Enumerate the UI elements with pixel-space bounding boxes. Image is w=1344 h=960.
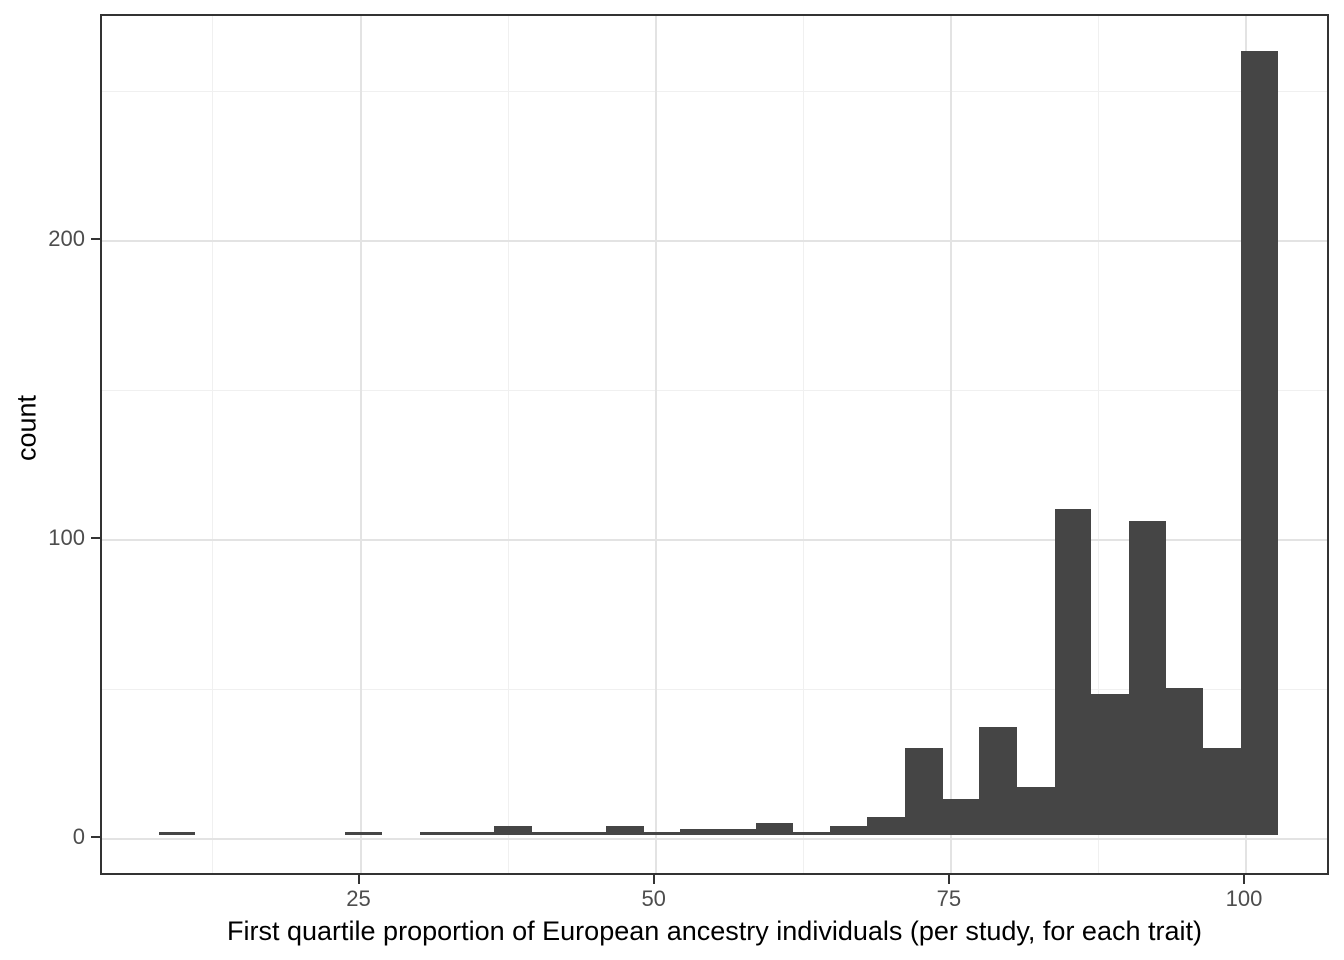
x-minor-gridline bbox=[212, 16, 214, 873]
x-tick-label: 75 bbox=[936, 886, 962, 911]
histogram-bar bbox=[904, 748, 943, 835]
histogram-bar bbox=[942, 798, 980, 835]
x-minor-gridline bbox=[507, 16, 509, 873]
x-tick-label: 100 bbox=[1225, 886, 1263, 911]
histogram-bar bbox=[531, 831, 569, 835]
histogram-bar bbox=[158, 831, 196, 835]
histogram-bar bbox=[979, 727, 1017, 835]
x-major-gridline bbox=[654, 16, 657, 873]
histogram-bar bbox=[1054, 508, 1092, 835]
y-minor-gridline bbox=[102, 688, 1327, 690]
histogram-bar bbox=[1241, 51, 1278, 835]
y-major-gridline bbox=[102, 538, 1327, 541]
histogram-bar bbox=[792, 831, 831, 835]
histogram-bar bbox=[718, 828, 757, 835]
x-minor-gridline bbox=[1097, 16, 1099, 873]
histogram-bar bbox=[419, 831, 458, 835]
histogram-bar bbox=[1091, 694, 1130, 835]
y-tick-mark bbox=[91, 237, 100, 240]
x-major-gridline bbox=[949, 16, 952, 873]
histogram-bar bbox=[680, 828, 719, 835]
histogram-bar bbox=[457, 831, 494, 835]
x-tick-mark bbox=[1242, 875, 1245, 884]
histogram-bar bbox=[756, 822, 793, 835]
x-minor-gridline bbox=[802, 16, 804, 873]
y-major-gridline bbox=[102, 239, 1327, 242]
x-tick-mark bbox=[652, 875, 655, 884]
histogram-bar bbox=[606, 825, 644, 835]
x-tick-mark bbox=[947, 875, 950, 884]
y-tick-label: 0 bbox=[72, 823, 85, 849]
bars-layer bbox=[102, 16, 1327, 873]
x-tick-mark bbox=[357, 875, 360, 884]
plot-panel bbox=[100, 14, 1329, 875]
y-tick-mark bbox=[91, 536, 100, 539]
y-tick-label: 100 bbox=[48, 524, 85, 550]
x-major-gridline bbox=[359, 16, 362, 873]
histogram-bar bbox=[1016, 786, 1055, 835]
x-tick-label: 50 bbox=[641, 886, 666, 911]
y-tick-label: 200 bbox=[48, 225, 85, 251]
histogram-bar bbox=[1129, 520, 1166, 835]
histogram-bar bbox=[568, 831, 607, 835]
x-axis-title: First quartile proportion of European an… bbox=[227, 916, 1202, 946]
histogram-bar bbox=[867, 816, 905, 835]
y-axis-title: count bbox=[11, 394, 42, 462]
y-major-gridline bbox=[102, 837, 1327, 840]
y-tick-mark bbox=[91, 835, 100, 838]
histogram-bar bbox=[493, 825, 532, 835]
histogram-bar bbox=[1203, 748, 1242, 835]
histogram-bar bbox=[643, 831, 681, 835]
histogram-bar bbox=[1165, 688, 1204, 835]
histogram-bar bbox=[830, 825, 868, 835]
histogram-bar bbox=[345, 831, 382, 835]
y-minor-gridline bbox=[102, 90, 1327, 92]
x-tick-label: 25 bbox=[346, 886, 371, 911]
y-minor-gridline bbox=[102, 389, 1327, 391]
